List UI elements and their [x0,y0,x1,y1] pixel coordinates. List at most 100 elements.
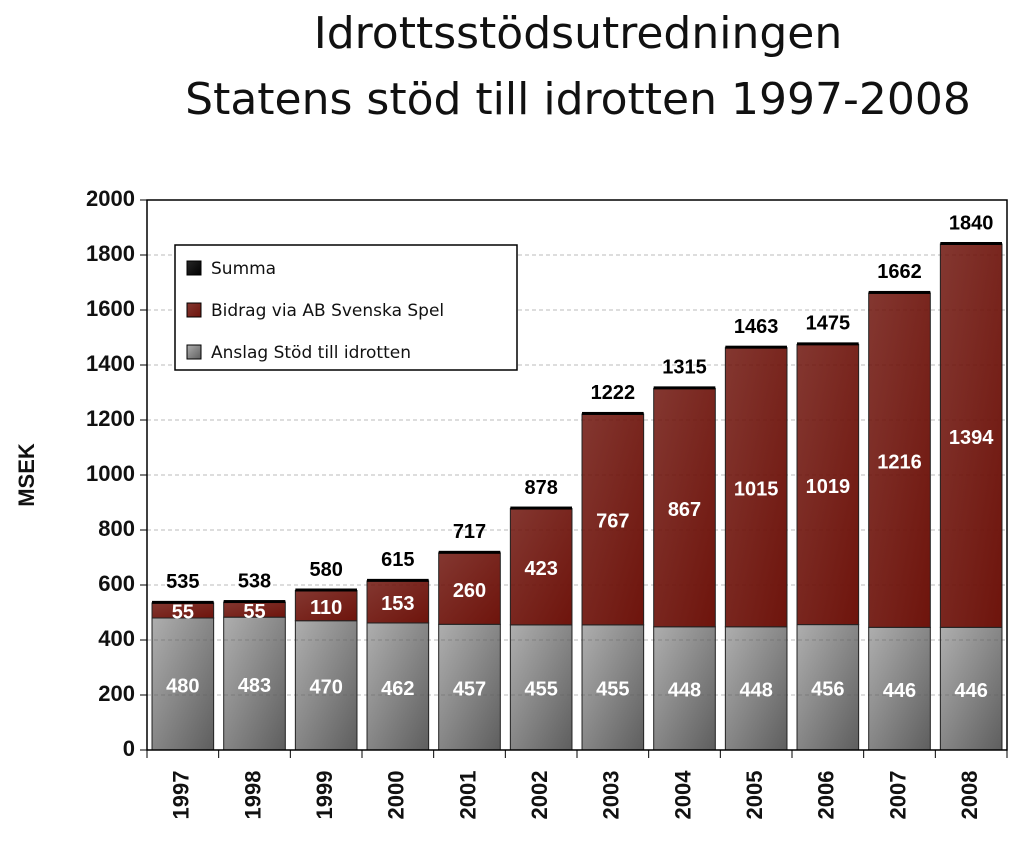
y-tick-label: 600 [98,571,135,596]
bar-segment [796,343,860,626]
plot-frame [146,199,1008,751]
chart-subtitle: Statens stöd till idrotten 1997-2008 [185,74,971,125]
total-label: 717 [453,521,486,543]
x-tick-label: 2007 [885,771,910,820]
legend-swatch [186,302,202,318]
x-tick-label: 2006 [814,771,839,820]
legend-label: Bidrag via AB Svenska Spel [211,301,444,321]
total-label: 535 [166,571,199,593]
x-tick-label: 2005 [742,771,767,820]
y-tick-label: 1600 [86,296,135,321]
bar-segment [151,617,215,751]
data-label: 867 [668,499,701,521]
data-label: 55 [243,601,265,623]
x-tick-label: 1997 [169,771,194,820]
data-label: 455 [524,679,557,701]
y-tick-label: 2000 [86,186,135,211]
data-label: 423 [524,558,557,580]
x-tick-label: 2002 [527,771,552,820]
total-label: 1463 [734,316,779,338]
x-tick-label: 2001 [455,771,480,820]
bar-segment [438,552,501,625]
y-tick-label: 1000 [86,461,135,486]
data-label: 1394 [949,427,994,449]
total-marker [438,550,501,554]
data-label: 446 [883,680,916,702]
data-label: 456 [811,679,844,701]
total-marker [510,506,572,510]
y-tick-label: 0 [123,736,135,761]
total-label: 1840 [949,212,994,234]
total-marker [367,578,429,582]
data-label: 480 [166,675,199,697]
x-tick-label: 1998 [240,771,265,820]
total-marker [152,600,214,604]
x-tick-label: 2004 [670,770,695,820]
total-label: 878 [524,477,557,499]
total-marker [653,386,716,390]
data-label: 448 [668,680,701,702]
total-marker [582,411,644,415]
x-tick-label: 2000 [384,771,409,820]
data-label: 153 [381,593,414,615]
y-tick-label: 1400 [86,351,135,376]
data-label: 260 [453,580,486,602]
bar-segment [581,624,645,751]
bar-segment [366,580,430,624]
bar-segment [294,620,358,751]
legend-label: Summa [211,259,276,279]
y-tick-label: 200 [98,681,135,706]
total-label: 538 [238,570,271,592]
total-label: 615 [381,549,414,571]
data-label: 110 [310,597,342,619]
bar-segment [438,623,501,751]
data-label: 470 [309,677,342,699]
data-label: 455 [596,679,629,701]
bar-segment [581,413,645,626]
chart-title: Idrottsstödsutredningen [314,8,842,59]
total-marker [223,600,286,604]
data-label: 1216 [877,451,922,473]
data-label: 446 [954,680,987,702]
total-label: 1662 [877,261,922,283]
data-label: 1015 [734,479,779,501]
x-tick-label: 1999 [312,771,337,820]
y-axis-label: MSEK [14,443,39,507]
total-marker [295,588,357,592]
total-marker [940,242,1002,245]
data-label: 457 [453,678,486,700]
total-label: 1475 [806,313,851,335]
bar-segment [724,626,788,751]
x-tick-label: 2008 [957,771,982,820]
x-tick-label: 2003 [599,771,624,820]
bar-segment [366,622,430,751]
y-tick-label: 800 [98,516,135,541]
bar-segment [939,626,1003,751]
bar-segment [653,387,716,628]
data-label: 448 [739,680,772,702]
legend-box [174,244,518,371]
bar-segment [509,624,573,751]
total-marker [797,342,859,346]
total-marker [868,290,931,294]
legend-label: Anslag Stöd till idrotten [211,343,411,363]
bar-segment [724,347,788,628]
bar-segment [939,243,1003,628]
bar-segment [653,626,716,751]
total-label: 1222 [591,382,636,404]
y-tick-label: 1800 [86,241,135,266]
bar-segment [509,508,573,626]
legend-swatch [186,260,202,276]
total-label: 580 [309,559,342,581]
data-label: 767 [596,511,629,533]
y-tick-label: 400 [98,626,135,651]
data-label: 462 [381,678,414,700]
total-label: 1315 [662,357,707,379]
total-marker [725,345,787,349]
legend-swatch [186,344,202,360]
data-label: 483 [238,675,271,697]
data-label: 1019 [806,476,851,498]
y-tick-label: 1200 [86,406,135,431]
data-label: 55 [172,602,194,624]
